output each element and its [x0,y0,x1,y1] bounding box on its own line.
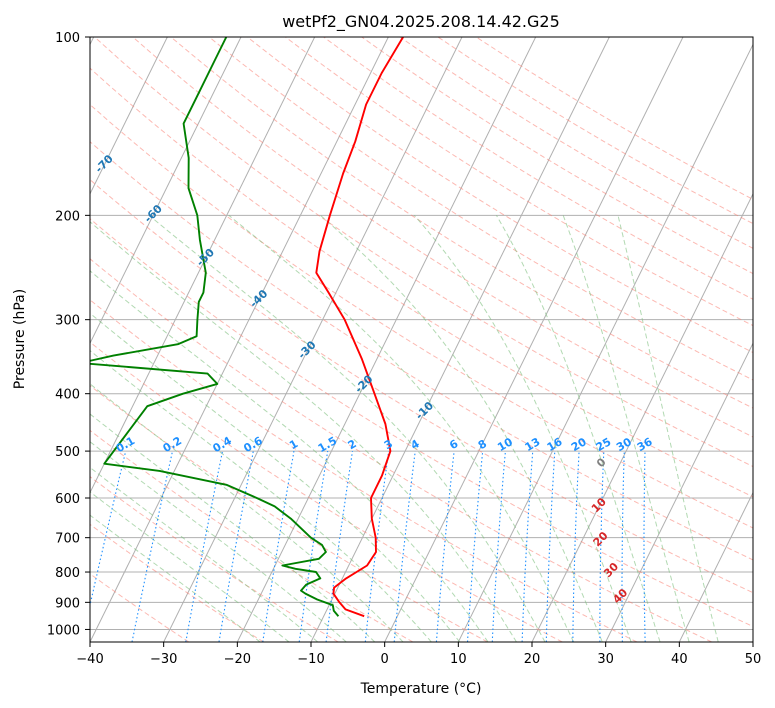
isotherm-line [90,37,242,345]
y-axis-ticks: 100 200 300 400 500 600 700 800 900 1000 [47,31,90,638]
isotherm-line [457,43,753,642]
dry-adiabat-line [90,258,712,642]
dry-adiabat-line [90,179,753,594]
y-tick-label: 800 [55,566,80,581]
dry-adiabat-line [90,218,753,628]
moist-adiabat-line [90,221,517,642]
x-tick-label: 10 [450,652,467,667]
y-tick-label: 100 [55,31,80,46]
isotherm-line [310,37,610,642]
y-tick-label: 500 [55,445,80,460]
x-tick-label: 50 [745,652,762,667]
mixing-ratio-line [364,451,390,642]
x-tick-label: −20 [224,652,251,667]
dry-adiabat-line [90,429,414,642]
x-tick-label: 30 [597,652,614,667]
dry-adiabat-line [246,37,753,354]
mixing-ratio-line [131,450,174,642]
sounding-series [90,37,404,618]
mixing-ratio-line [435,451,455,642]
isotherm-line [163,37,463,642]
isotherm-line [678,491,753,642]
moist-adiabat-line [90,466,319,642]
dewpoint-profile-line [90,37,340,617]
moist-adiabat-line [90,383,404,642]
y-tick-label: 400 [55,388,80,403]
temperature-profile-line [315,37,404,618]
moist-adiabat-line [320,214,603,642]
plot-frame [89,36,754,643]
grid [90,37,753,642]
isotherm-line [90,37,389,642]
moist-adiabat-line [90,312,461,642]
moist-adiabat-line [90,441,347,642]
isotherm-line [384,37,684,642]
chart-title: wetPf2_GN04.2025.208.14.42.G25 [282,12,560,32]
dry-adiabat-line [323,37,753,300]
moist-adiabat-line [90,413,376,642]
dry-adiabat-line [132,37,753,438]
x-tick-label: −10 [297,652,324,667]
dry-adiabat-line [94,37,753,468]
x-tick-label: 0 [381,652,389,667]
x-tick-label: −30 [150,652,177,667]
isotherm-line [90,37,316,494]
mixing-ratio-line [298,451,329,642]
dry-adiabat-line [90,475,339,642]
moist-adiabat-line [562,215,690,642]
moist-adiabat-line [617,215,719,642]
y-tick-label: 200 [55,209,80,224]
x-axis-ticks: −40 −30 −20 −10 0 10 20 30 40 50 [76,642,761,667]
isotherm-line [531,192,753,642]
y-tick-label: 900 [55,596,80,611]
isotherm-line [90,37,168,195]
mixing-ratio-line [466,451,484,642]
mixing-ratio-line [393,451,416,642]
moist-adiabats [90,214,719,642]
moist-adiabat-line [228,214,575,642]
moist-adiabat-line [495,215,661,642]
x-tick-label: 20 [524,652,541,667]
moist-adiabat-line [148,214,546,642]
x-axis-label: Temperature (°C) [360,681,482,697]
y-tick-label: 700 [55,532,80,547]
x-tick-label: −40 [76,652,103,667]
dry-adiabat-line [90,67,753,498]
dry-adiabat-line [90,141,753,561]
mixing-ratio-lines [90,450,646,642]
mixing-ratio-line [325,451,354,642]
y-tick-label: 1000 [47,623,80,638]
mixing-ratio-line [262,451,295,642]
plot-area: -100-90-80-70-60-50-40-30-20-100.10.20.4… [90,37,753,642]
mixing-ratio-line [90,450,127,608]
y-tick-label: 300 [55,314,80,329]
dry-adiabat-line [285,37,753,327]
x-tick-label: 40 [671,652,688,667]
isotherm-line [605,342,753,642]
y-axis-label: Pressure (hPa) [12,289,28,389]
isotherm-line [236,37,537,642]
moist-adiabat-line [413,214,632,642]
dry-adiabat-line [90,573,190,642]
y-tick-label: 600 [55,492,80,507]
dry-adiabat-line [90,341,563,642]
